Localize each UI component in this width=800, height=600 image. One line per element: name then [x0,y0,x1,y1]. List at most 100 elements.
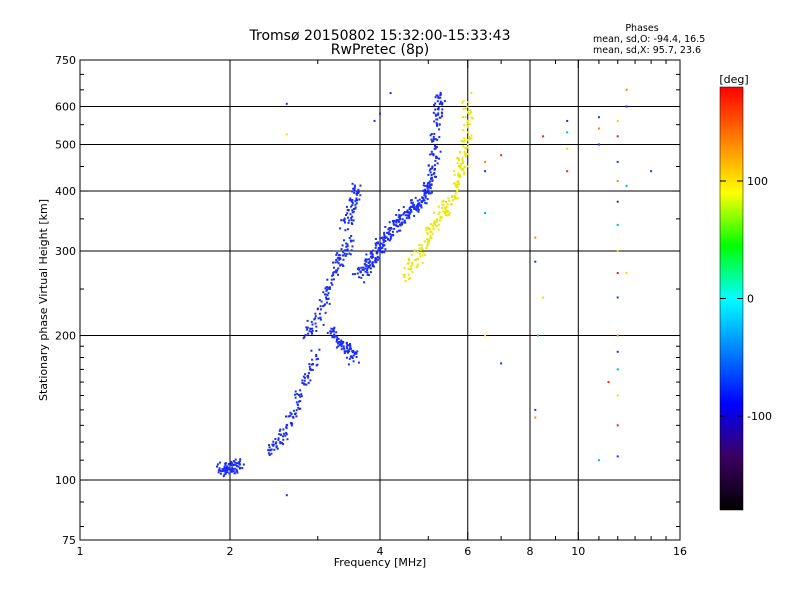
data-point [290,413,293,415]
data-point [311,329,314,332]
data-point [342,258,345,261]
data-point [410,253,413,256]
data-point [463,171,466,174]
data-point [383,251,386,254]
data-point [314,317,317,320]
data-point [227,463,230,466]
data-point [453,170,455,173]
data-point [434,138,437,141]
data-point [466,143,469,146]
data-point [423,240,426,243]
data-point [352,239,355,242]
data-point [439,100,442,103]
data-point [364,259,367,262]
data-point [458,157,460,160]
data-point [432,111,435,114]
data-point [445,200,447,203]
data-point [422,197,425,200]
data-point [285,423,288,426]
data-point [328,302,331,305]
data-point [349,355,352,358]
data-point [389,237,392,240]
y-tick-label: 400 [55,185,76,198]
data-point [625,272,628,274]
data-point [380,237,383,239]
data-point [341,263,344,266]
data-point [425,202,428,205]
data-point [361,268,364,271]
grid-lines [80,60,680,540]
data-point [337,273,339,276]
data-point [409,206,412,209]
data-point [378,257,381,260]
data-point [336,339,338,342]
data-point [435,94,438,97]
data-point [436,138,439,141]
data-point [330,282,333,284]
data-point [463,150,466,153]
data-point [219,472,222,475]
data-point [226,471,229,474]
data-point [299,395,302,398]
data-point [237,461,240,464]
data-point [318,312,321,315]
data-point [352,219,355,222]
data-point [352,354,355,357]
data-point [380,242,383,245]
x-tick-label: 8 [527,545,534,558]
data-point [399,229,402,232]
data-point [278,433,281,436]
data-point [319,305,322,308]
data-point [294,412,296,415]
data-point [625,88,628,91]
data-point [462,100,465,103]
data-point [317,357,320,360]
data-point [353,184,356,187]
data-point [269,449,272,452]
data-point [351,201,354,204]
colorbar-tick-label: 100 [747,175,768,188]
data-point [438,128,441,131]
data-point [616,160,619,163]
data-point [333,333,336,336]
data-point [308,330,311,333]
data-point [398,214,401,217]
data-point [282,428,285,431]
data-point [372,249,374,252]
data-point [224,467,227,469]
data-point [355,356,358,358]
data-point [285,415,287,418]
data-point [597,143,600,146]
data-point [327,297,330,300]
data-point [414,196,417,199]
data-point [468,138,471,140]
data-point [351,199,354,201]
data-point [325,286,328,289]
data-point [348,252,351,255]
data-point [467,101,470,104]
data-point [403,266,406,269]
data-point [296,393,299,395]
data-point [325,298,328,301]
data-point [500,154,503,157]
data-point [441,108,444,111]
data-point [432,140,435,142]
data-point [343,350,346,353]
data-point [387,238,390,241]
data-point [433,132,436,135]
data-point [345,345,348,348]
data-point [390,227,393,230]
data-point [351,273,354,276]
data-point [350,235,353,237]
data-point [424,195,427,198]
data-point [368,258,371,261]
data-point [348,219,351,222]
data-point [426,243,429,245]
data-point [430,150,433,153]
data-point [311,363,314,366]
data-point [451,196,454,198]
data-point [351,204,354,207]
data-point [439,96,442,99]
data-point [272,443,275,446]
data-point [383,233,386,236]
